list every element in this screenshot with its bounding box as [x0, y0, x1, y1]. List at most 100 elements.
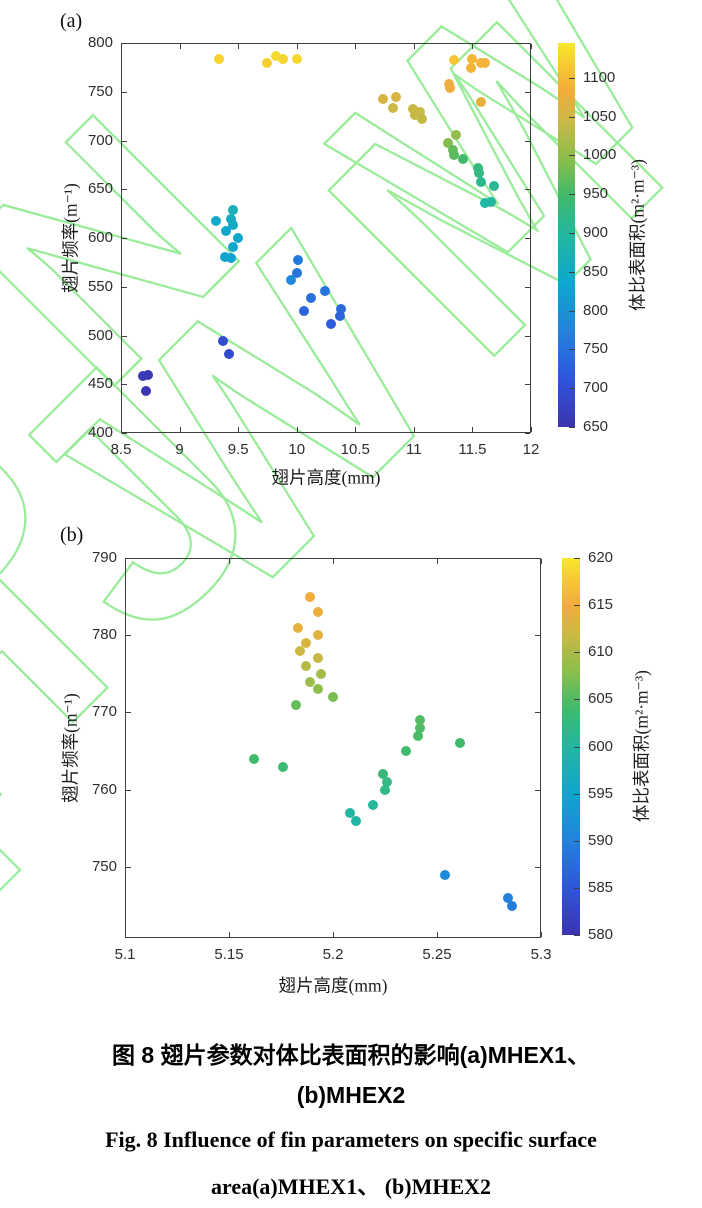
data-point: [415, 715, 426, 726]
colorbar-tick-label: 590: [588, 831, 614, 849]
x-tick-mark: [413, 44, 415, 49]
data-point: [336, 304, 347, 315]
x-tick-mark: [179, 44, 181, 49]
data-point: [228, 220, 239, 231]
data-point: [292, 255, 303, 266]
data-point: [315, 668, 326, 679]
x-tick-label: 9: [175, 441, 184, 458]
x-tick-mark: [121, 427, 122, 432]
data-point: [142, 370, 153, 381]
y-tick-label: 400: [87, 424, 113, 441]
x-tick-mark: [437, 932, 438, 937]
x-tick-mark: [333, 932, 334, 937]
y-tick-label: 650: [87, 180, 113, 198]
data-point: [502, 892, 513, 903]
data-point: [285, 274, 296, 285]
x-tick-label: 5.15: [214, 946, 244, 963]
y-tick-label: 750: [91, 857, 117, 875]
colorbar-tick-mark: [574, 605, 580, 607]
colorbar-tick-label: 610: [588, 643, 614, 661]
data-point: [335, 311, 346, 321]
x-tick-mark: [413, 427, 415, 432]
data-point: [223, 349, 234, 360]
x-tick-label: 8.5: [110, 441, 132, 458]
colorbar-tick-mark: [574, 746, 580, 748]
y-tick-label: 700: [87, 131, 113, 149]
y-tick-mark: [535, 789, 540, 791]
y-tick-mark: [122, 189, 127, 191]
colorbar-tick-mark: [574, 793, 580, 795]
x-tick-mark: [472, 44, 474, 49]
data-point: [140, 386, 151, 397]
data-point: [291, 268, 302, 279]
colorbar-tick-label: 620: [588, 549, 614, 566]
x-tick-mark: [355, 427, 357, 432]
x-tick-mark: [296, 427, 298, 432]
y-tick-mark: [122, 91, 127, 93]
x-tick-mark: [531, 427, 532, 432]
data-point: [506, 900, 517, 911]
x-tick-mark: [238, 44, 240, 49]
data-point: [305, 293, 316, 304]
data-point: [300, 661, 311, 672]
colorbar-label-a: 体比表面积(m²·m⁻³): [627, 159, 648, 311]
x-tick-mark: [296, 44, 298, 49]
y-tick-label: 800: [87, 34, 113, 51]
x-tick-mark: [531, 44, 532, 49]
data-point: [226, 214, 237, 225]
data-point: [350, 815, 361, 826]
data-point: [400, 746, 411, 757]
data-point: [480, 58, 491, 69]
colorbar-tick-label: 1000: [583, 146, 617, 164]
caption-zh-line2: (b)MHEX2: [296, 1082, 406, 1108]
panel-a-label: (a): [60, 10, 83, 32]
data-point: [313, 653, 324, 664]
data-point: [313, 684, 324, 695]
y-tick-mark: [122, 335, 127, 337]
colorbar-tick-mark: [569, 194, 575, 196]
colorbar-tick-mark: [569, 77, 575, 79]
data-point: [445, 82, 456, 93]
data-point: [407, 104, 418, 115]
x-tick-label: 12: [522, 441, 540, 458]
y-tick-label: 770: [91, 703, 117, 721]
y-tick-label: 780: [91, 626, 117, 644]
y-tick-mark: [525, 433, 530, 434]
y-tick-mark: [525, 43, 530, 44]
y-tick-mark: [525, 286, 530, 288]
plot-box: [125, 558, 541, 938]
colorbar-tick-label: 600: [588, 737, 614, 755]
x-tick-mark: [472, 427, 474, 432]
data-point: [313, 607, 324, 618]
data-point: [466, 63, 477, 74]
y-tick-mark: [122, 286, 127, 288]
data-point: [454, 738, 465, 749]
data-point: [448, 54, 459, 65]
data-point: [291, 53, 302, 64]
data-point: [448, 150, 459, 161]
colorbar-tick-label: 650: [583, 418, 609, 435]
data-point: [313, 630, 324, 641]
data-point: [319, 285, 330, 296]
colorbar-tick-label: 615: [588, 596, 614, 614]
data-point: [378, 93, 389, 104]
x-tick-label: 5.25: [422, 946, 452, 963]
x-tick-mark: [125, 932, 126, 937]
data-point: [228, 241, 239, 252]
colorbar-tick-label: 605: [588, 690, 614, 708]
y-tick-mark: [126, 712, 131, 714]
y-tick-mark: [535, 635, 540, 637]
y-axis-label-a: 翅片频率(m⁻¹): [60, 183, 81, 293]
x-tick-mark: [541, 559, 542, 564]
data-point: [474, 167, 485, 178]
data-point: [451, 129, 462, 140]
colorbar-label-b: 体比表面积(m²·m⁻³): [631, 670, 652, 822]
data-point: [417, 114, 428, 125]
x-tick-mark: [229, 932, 230, 937]
colorbar-tick-label: 1050: [583, 107, 617, 125]
colorbar-tick-label: 700: [583, 379, 609, 397]
panel-b-label: (b): [60, 524, 84, 546]
data-point: [233, 233, 244, 243]
y-tick-label: 760: [91, 780, 117, 798]
